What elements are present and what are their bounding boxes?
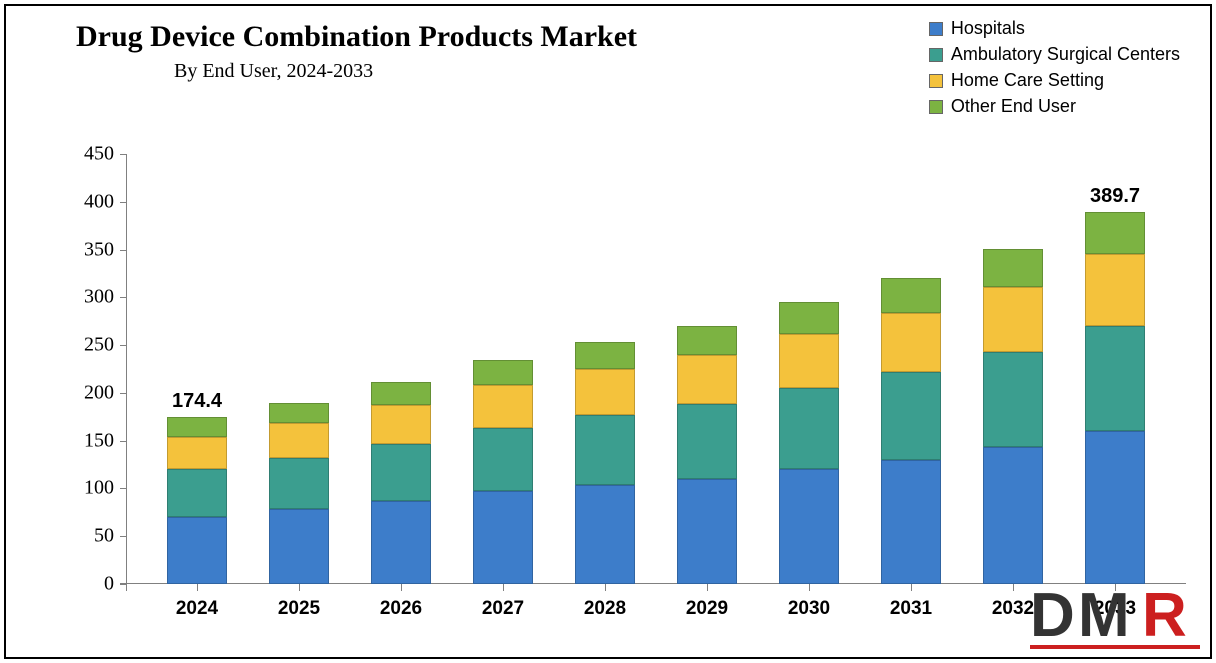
bar-seg-hospitals — [167, 517, 227, 584]
bar-2032 — [983, 249, 1043, 584]
bar-seg-ambulatory-surgical-centers — [167, 469, 227, 517]
bar-seg-home-care-setting — [371, 405, 431, 443]
bar-seg-other-end-user — [779, 302, 839, 334]
bar-seg-other-end-user — [167, 417, 227, 436]
legend-item-homecare: Home Care Setting — [929, 70, 1180, 91]
bar-seg-home-care-setting — [167, 437, 227, 469]
bar-seg-other-end-user — [677, 326, 737, 355]
bar-seg-home-care-setting — [269, 423, 329, 457]
bar-seg-hospitals — [473, 491, 533, 584]
legend-item-other: Other End User — [929, 96, 1180, 117]
bar-seg-hospitals — [881, 460, 941, 584]
legend-label-hospitals: Hospitals — [951, 18, 1025, 39]
legend-label-ambulatory: Ambulatory Surgical Centers — [951, 44, 1180, 65]
y-tick-mark — [120, 584, 126, 585]
logo-letter-m: M — [1078, 581, 1130, 650]
bar-seg-ambulatory-surgical-centers — [779, 388, 839, 469]
bar-seg-ambulatory-surgical-centers — [677, 404, 737, 479]
bar-2026 — [371, 382, 431, 584]
legend-item-hospitals: Hospitals — [929, 18, 1180, 39]
bar-seg-home-care-setting — [677, 355, 737, 405]
legend-swatch-ambulatory — [929, 48, 943, 62]
legend-label-other: Other End User — [951, 96, 1076, 117]
bar-seg-other-end-user — [1085, 212, 1145, 255]
x-tick-mark — [299, 584, 300, 591]
bar-seg-ambulatory-surgical-centers — [371, 444, 431, 501]
chart-subtitle: By End User, 2024-2033 — [174, 60, 373, 83]
y-tick-mark — [120, 441, 126, 442]
bar-seg-home-care-setting — [881, 313, 941, 372]
bar-seg-home-care-setting — [1085, 254, 1145, 326]
legend-label-homecare: Home Care Setting — [951, 70, 1104, 91]
legend-swatch-homecare — [929, 74, 943, 88]
bar-seg-home-care-setting — [779, 334, 839, 388]
bar-seg-ambulatory-surgical-centers — [473, 428, 533, 491]
bar-seg-other-end-user — [371, 382, 431, 405]
bar-seg-hospitals — [983, 447, 1043, 584]
chart-frame: Drug Device Combination Products Market … — [4, 4, 1212, 659]
x-tick-mark — [1013, 584, 1014, 591]
bar-2031 — [881, 278, 941, 584]
x-tick-mark — [809, 584, 810, 591]
bar-seg-hospitals — [575, 485, 635, 584]
bar-2030 — [779, 302, 839, 584]
legend-swatch-other — [929, 100, 943, 114]
bar-2033: 389.7 — [1085, 212, 1145, 584]
bar-seg-other-end-user — [983, 249, 1043, 287]
y-tick-mark — [120, 250, 126, 251]
bar-2029 — [677, 326, 737, 584]
bar-seg-ambulatory-surgical-centers — [983, 352, 1043, 448]
y-tick-mark — [120, 297, 126, 298]
bar-seg-other-end-user — [473, 360, 533, 385]
y-tick-mark — [120, 154, 126, 155]
x-tick-mark — [503, 584, 504, 591]
legend-swatch-hospitals — [929, 22, 943, 36]
bar-seg-other-end-user — [575, 342, 635, 369]
legend-item-ambulatory: Ambulatory Surgical Centers — [929, 44, 1180, 65]
bar-seg-home-care-setting — [473, 385, 533, 428]
x-tick-mark — [707, 584, 708, 591]
bar-2027 — [473, 360, 533, 584]
y-axis-line — [126, 154, 127, 591]
x-tick-mark — [401, 584, 402, 591]
bar-2025 — [269, 403, 329, 584]
bar-seg-ambulatory-surgical-centers — [575, 415, 635, 485]
bar-seg-other-end-user — [269, 403, 329, 423]
bar-seg-ambulatory-surgical-centers — [881, 372, 941, 460]
x-tick-mark — [911, 584, 912, 591]
chart-legend: Hospitals Ambulatory Surgical Centers Ho… — [929, 18, 1180, 122]
plot-area: 050100150200250300350400450174.420242025… — [126, 154, 1186, 584]
bar-2024: 174.4 — [167, 417, 227, 584]
y-tick-mark — [120, 536, 126, 537]
bar-seg-other-end-user — [881, 278, 941, 312]
bar-seg-hospitals — [371, 501, 431, 584]
bar-2028 — [575, 342, 635, 584]
bar-seg-home-care-setting — [983, 287, 1043, 352]
logo-letter-d: D — [1030, 581, 1075, 650]
y-tick-mark — [120, 345, 126, 346]
bar-seg-home-care-setting — [575, 369, 635, 415]
bar-seg-ambulatory-surgical-centers — [269, 458, 329, 510]
bar-seg-hospitals — [269, 509, 329, 584]
bar-seg-hospitals — [1085, 431, 1145, 584]
bar-seg-hospitals — [779, 469, 839, 584]
bar-seg-hospitals — [677, 479, 737, 584]
bar-total-label: 389.7 — [1090, 185, 1140, 212]
y-tick-mark — [120, 393, 126, 394]
chart-title: Drug Device Combination Products Market — [76, 20, 637, 54]
y-tick-mark — [120, 488, 126, 489]
y-tick-mark — [120, 202, 126, 203]
logo-letter-r: R — [1142, 581, 1187, 650]
bar-seg-ambulatory-surgical-centers — [1085, 326, 1145, 431]
x-tick-mark — [605, 584, 606, 591]
bar-total-label: 174.4 — [172, 390, 222, 417]
x-tick-mark — [197, 584, 198, 591]
dmr-logo: D M R — [1030, 581, 1200, 651]
